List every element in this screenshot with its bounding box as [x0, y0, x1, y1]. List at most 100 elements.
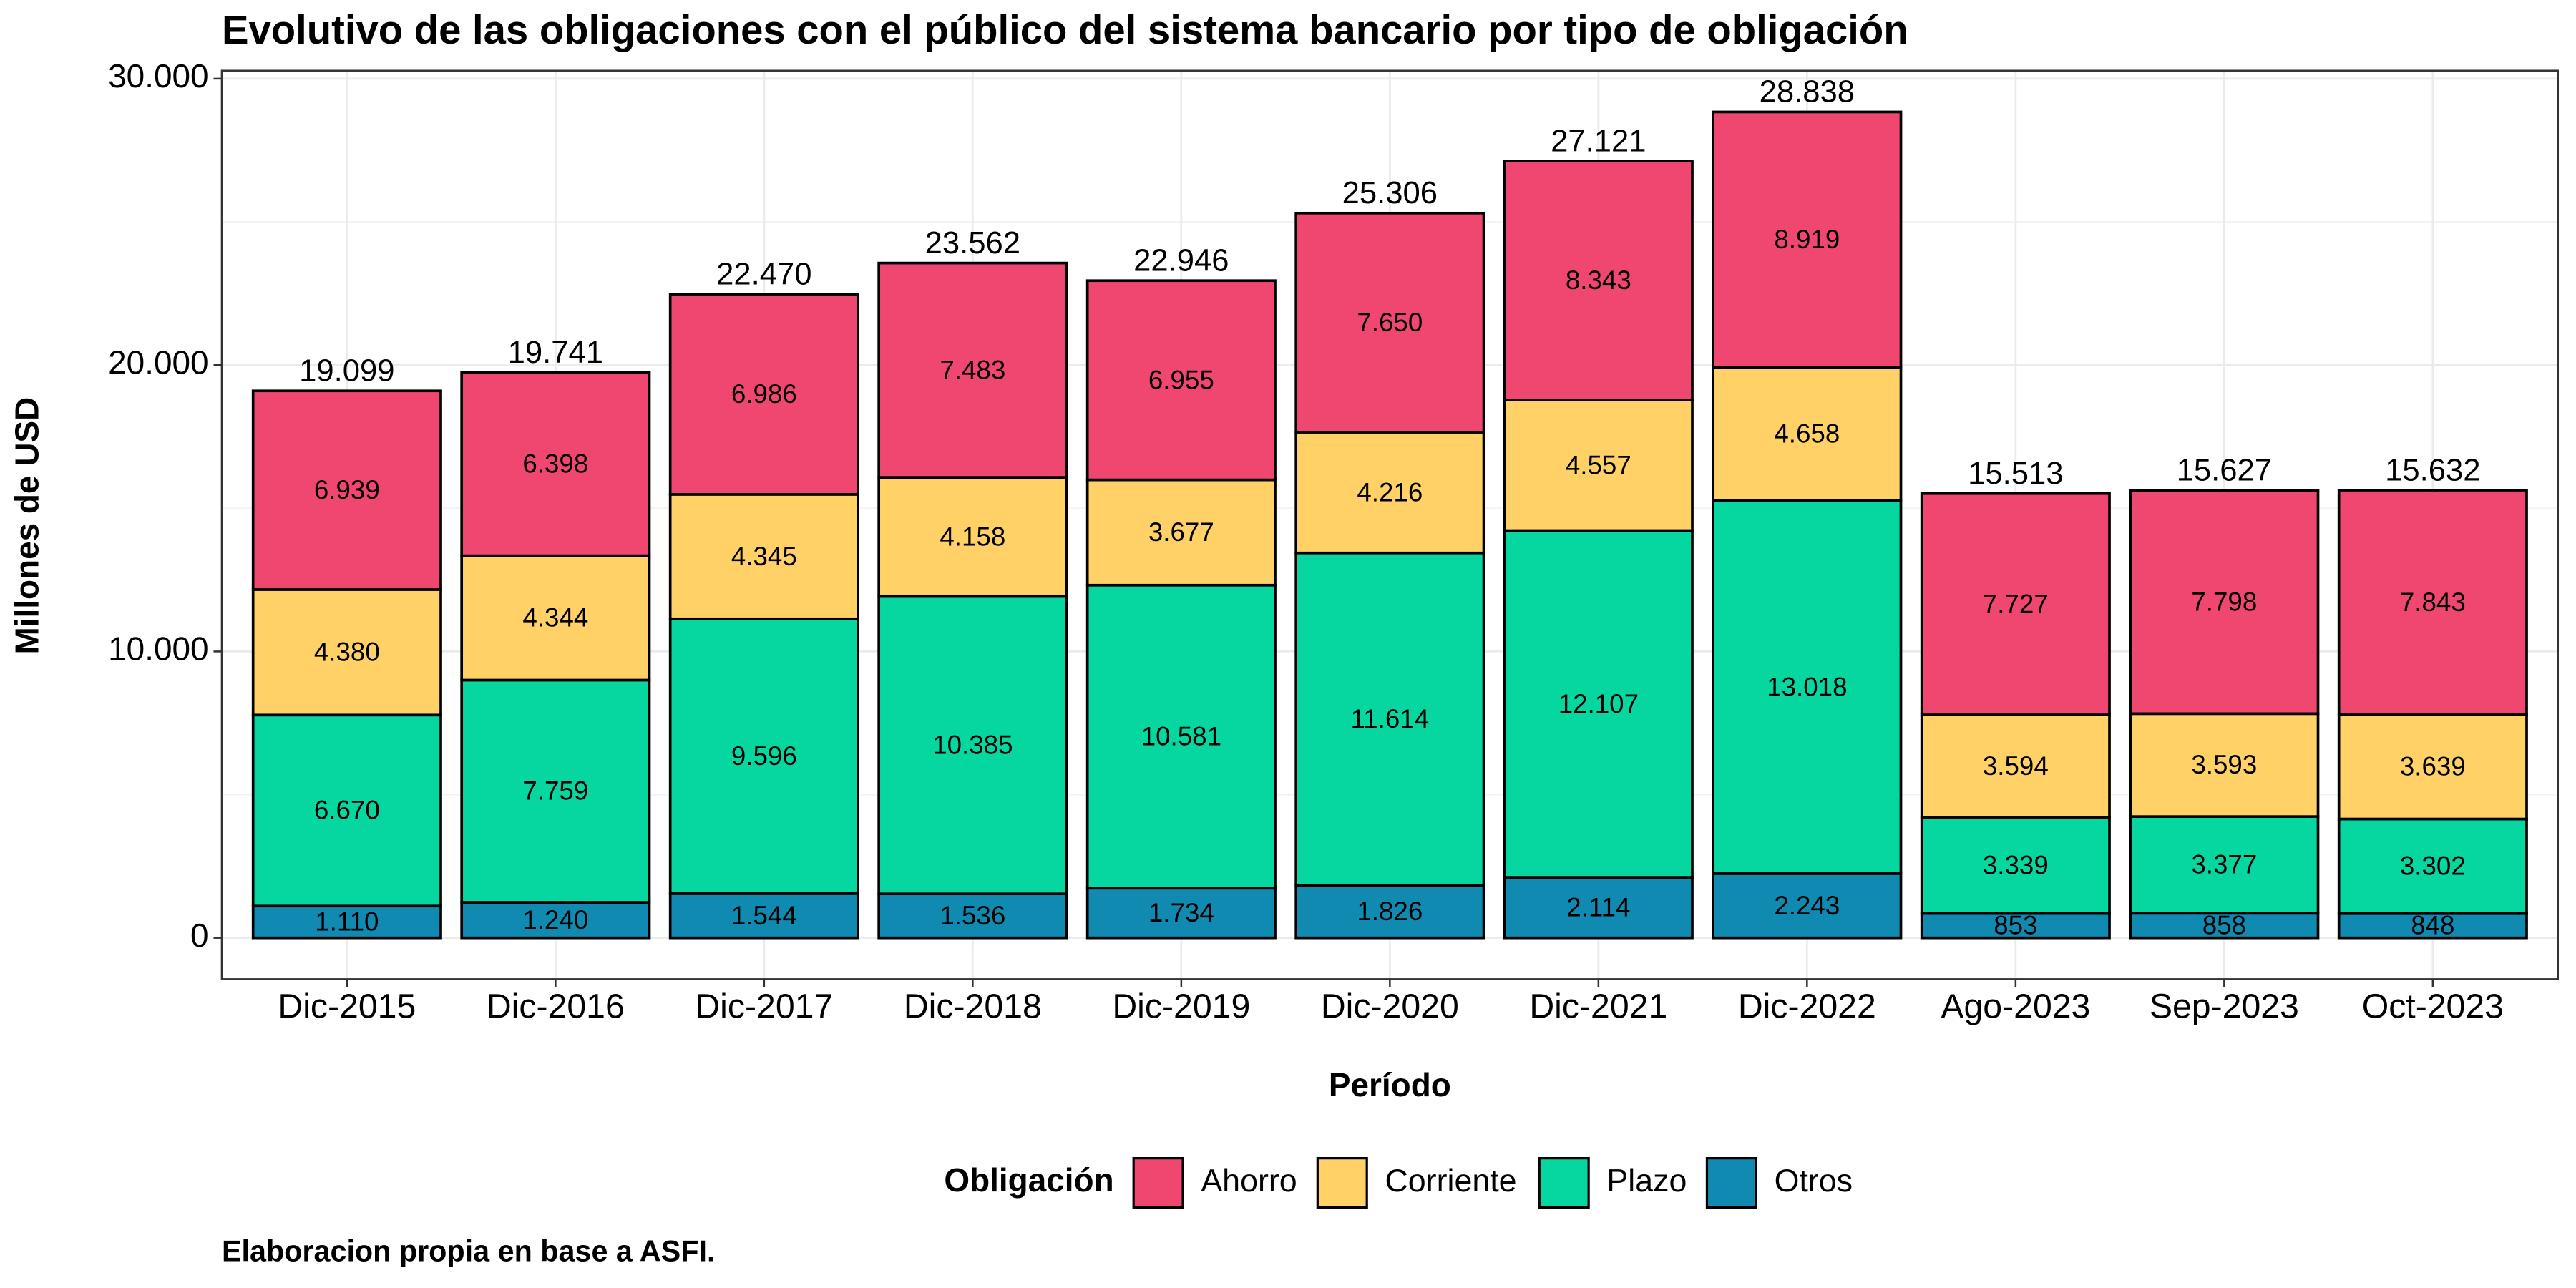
x-tick-label: Dic-2017: [695, 987, 833, 1025]
bar-segment: [1503, 876, 1694, 940]
total-label: 28.838: [1760, 75, 1855, 109]
value-label: 7.759: [522, 776, 588, 806]
bar-segment: [251, 904, 442, 940]
bar-segment: [460, 371, 651, 557]
value-label: 3.377: [2191, 850, 2257, 879]
value-label: 7.727: [1983, 589, 2049, 618]
x-tick-label: Dic-2020: [1321, 987, 1459, 1025]
y-tick-label: 0: [190, 917, 209, 954]
bar-segment: [877, 261, 1068, 479]
value-label: 6.939: [314, 475, 380, 504]
bar-segment: [1294, 211, 1485, 434]
bar-segment: [1085, 887, 1277, 940]
x-tick-label: Oct-2023: [2362, 987, 2504, 1025]
value-label: 1.110: [315, 907, 379, 936]
value-label: 3.593: [2191, 750, 2257, 779]
value-label: 2.243: [1774, 891, 1840, 920]
value-label: 12.107: [1558, 689, 1639, 718]
total-label: 27.121: [1551, 124, 1646, 158]
x-tick-label: Dic-2015: [278, 987, 416, 1025]
value-label: 4.557: [1566, 450, 1631, 479]
chart-title: Evolutivo de las obligaciones con el púb…: [222, 7, 1908, 52]
value-label: 1.536: [940, 901, 1005, 930]
total-label: 15.513: [1968, 457, 2063, 491]
value-label: 6.986: [731, 379, 797, 409]
value-label: 2.114: [1566, 892, 1630, 922]
value-label: 858: [2202, 910, 2246, 940]
legend-title: Obligación: [944, 1161, 1113, 1199]
bar-segment: [460, 678, 651, 904]
bar-segment: [1712, 499, 1903, 875]
total-label: 25.306: [1342, 176, 1438, 210]
x-tick-label: Dic-2021: [1529, 987, 1667, 1025]
bar-segment: [1920, 713, 2111, 819]
value-label: 4.345: [731, 542, 797, 571]
value-label: 3.302: [2400, 852, 2466, 881]
value-label: 8.343: [1566, 265, 1631, 295]
value-label: 4.380: [314, 638, 380, 667]
legend-label: Otros: [1775, 1163, 1853, 1199]
total-label: 19.741: [508, 336, 603, 370]
value-label: 7.843: [2400, 587, 2466, 617]
bars: 1.110 6.670 4.380 6.939 19.099 1.240 7.759 4.34…: [251, 75, 2528, 940]
x-axis-title: Período: [1329, 1066, 1451, 1103]
value-label: 10.385: [932, 730, 1013, 759]
value-label: 1.544: [731, 901, 797, 930]
total-label: 15.632: [2385, 453, 2480, 487]
bar-segment: [2337, 713, 2528, 821]
y-tick-label: 10.000: [108, 630, 208, 668]
bar-segment: [2337, 817, 2528, 915]
bar-segment: [251, 713, 442, 908]
bar-segment: [1294, 884, 1485, 940]
bar-segment: [1503, 399, 1694, 532]
bar-segment: [668, 617, 859, 895]
value-label: 6.398: [522, 449, 588, 479]
value-label: 853: [1994, 911, 2037, 940]
x-tick-label: Dic-2016: [487, 987, 625, 1025]
x-tick-label: Dic-2022: [1738, 987, 1876, 1025]
bar-segment: [877, 892, 1068, 940]
bar-segment: [1712, 366, 1903, 502]
total-label: 23.562: [925, 226, 1020, 260]
value-label: 6.955: [1148, 365, 1214, 394]
bar-segment: [2337, 912, 2528, 940]
y-tick-label: 30.000: [108, 57, 208, 94]
bar-segment: [1712, 872, 1903, 940]
value-label: 3.639: [2400, 752, 2466, 781]
bar-segment: [251, 389, 442, 591]
bar-segment: [460, 554, 651, 682]
legend-label: Ahorro: [1201, 1163, 1297, 1199]
total-label: 19.099: [299, 353, 394, 388]
bar-segment: [2129, 712, 2320, 818]
y-axis-title: Millones de USD: [8, 397, 45, 655]
bar-segment: [1503, 529, 1694, 879]
y-tick-label: 20.000: [108, 343, 208, 381]
value-label: 1.240: [522, 905, 588, 935]
bar-segment: [1920, 816, 2111, 915]
bar-segment: [2129, 912, 2320, 940]
value-label: 9.596: [731, 741, 797, 771]
value-label: 8.919: [1774, 225, 1840, 254]
value-label: 7.798: [2191, 587, 2257, 616]
value-label: 848: [2411, 911, 2454, 940]
caption: Elaboracion propia en base a ASFI.: [222, 1235, 715, 1268]
bar-segment: [1503, 160, 1694, 401]
bar-segment: [2129, 815, 2320, 915]
value-label: 13.018: [1767, 672, 1847, 701]
bar-segment: [668, 892, 859, 940]
value-label: 7.483: [940, 355, 1005, 384]
legend-label: Plazo: [1606, 1163, 1687, 1199]
total-label: 22.470: [716, 258, 811, 292]
value-label: 1.734: [1148, 898, 1214, 927]
value-label: 4.216: [1357, 477, 1423, 507]
bar-segment: [1920, 912, 2111, 940]
legend: Obligación Ahorro Corriente Plazo Otros: [944, 1157, 1853, 1209]
value-label: 4.158: [940, 522, 1005, 551]
bar-segment: [1294, 431, 1485, 555]
value-label: 3.594: [1983, 751, 2049, 781]
legend-key: [1705, 1157, 1757, 1209]
bar-segment: [2129, 489, 2320, 716]
legend-key: [1538, 1157, 1590, 1209]
bar-segment: [1085, 279, 1277, 482]
